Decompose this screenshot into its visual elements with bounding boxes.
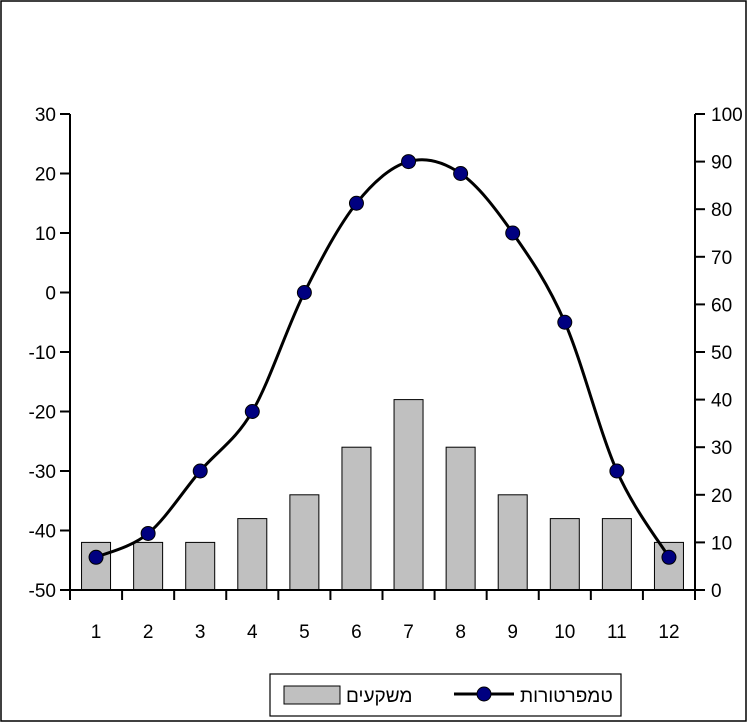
temperature-point-4 [244,404,260,419]
bar-6 [341,446,372,591]
bar-3 [185,541,216,591]
line-series [88,154,677,565]
x-tick-label: 7 [403,622,414,643]
temperature-point-8 [453,166,469,181]
x-tick-label: 4 [247,622,258,643]
left-tick-label: -50 [29,581,56,602]
bar-1 [81,541,112,591]
x-tick-label: 8 [455,622,466,643]
right-tick-label: 10 [711,533,732,554]
legend-line-label: טמפרטורות [520,686,613,707]
temperature-point-10 [557,314,573,330]
right-tick-label: 20 [711,486,732,507]
temperature-point-2 [140,525,156,541]
temperature-point-1 [88,549,104,565]
left-tick-label: -10 [29,343,56,364]
bar-9 [497,494,528,591]
left-tick-label: 20 [35,165,56,186]
legend-bar-label: משקעים [346,686,412,707]
axes: 3020100-10-20-30-40-50100908070605040302… [29,105,743,643]
right-tick-label: 50 [711,343,732,364]
right-tick-label: 100 [711,105,743,126]
right-tick-label: 80 [711,200,732,221]
x-tick-label: 1 [91,622,102,643]
temperature-point-11 [609,463,625,479]
bar-7 [393,399,424,591]
temperature-point-6 [348,195,364,211]
bar-4 [237,518,268,591]
left-tick-label: -30 [29,462,56,483]
left-tick-label: 30 [35,105,56,126]
bar-10 [549,518,580,591]
right-tick-label: 90 [711,153,732,174]
temperature-point-3 [192,463,208,479]
x-tick-label: 6 [351,622,362,643]
bar-series [81,399,684,591]
bar-5 [289,494,320,591]
temperature-point-12 [661,549,677,565]
left-tick-label: -20 [29,403,56,424]
right-tick-label: 40 [711,391,732,412]
temperature-point-5 [296,285,312,300]
left-tick-label: 0 [45,284,56,305]
temperature-point-7 [401,154,417,170]
left-tick-label: 10 [35,224,56,245]
right-tick-label: 30 [711,438,732,459]
x-tick-label: 11 [607,622,627,643]
legend-bar-swatch [283,685,341,705]
bar-12 [653,541,684,591]
x-tick-label: 2 [143,622,154,643]
x-tick-label: 12 [658,622,679,643]
bar-11 [601,518,632,591]
bar-2 [133,541,164,591]
right-tick-label: 70 [711,248,732,269]
left-tick-label: -40 [29,522,56,543]
x-tick-label: 10 [554,622,575,643]
temperature-point-9 [505,225,521,241]
bar-8 [445,446,476,591]
x-tick-label: 5 [299,622,310,643]
x-tick-label: 3 [195,622,206,643]
legend-line-marker [476,686,492,702]
right-tick-label: 60 [711,295,732,316]
right-tick-label: 0 [711,581,722,602]
x-tick-label: 9 [507,622,518,643]
legend: משקעים טמפרטורות [269,673,622,717]
